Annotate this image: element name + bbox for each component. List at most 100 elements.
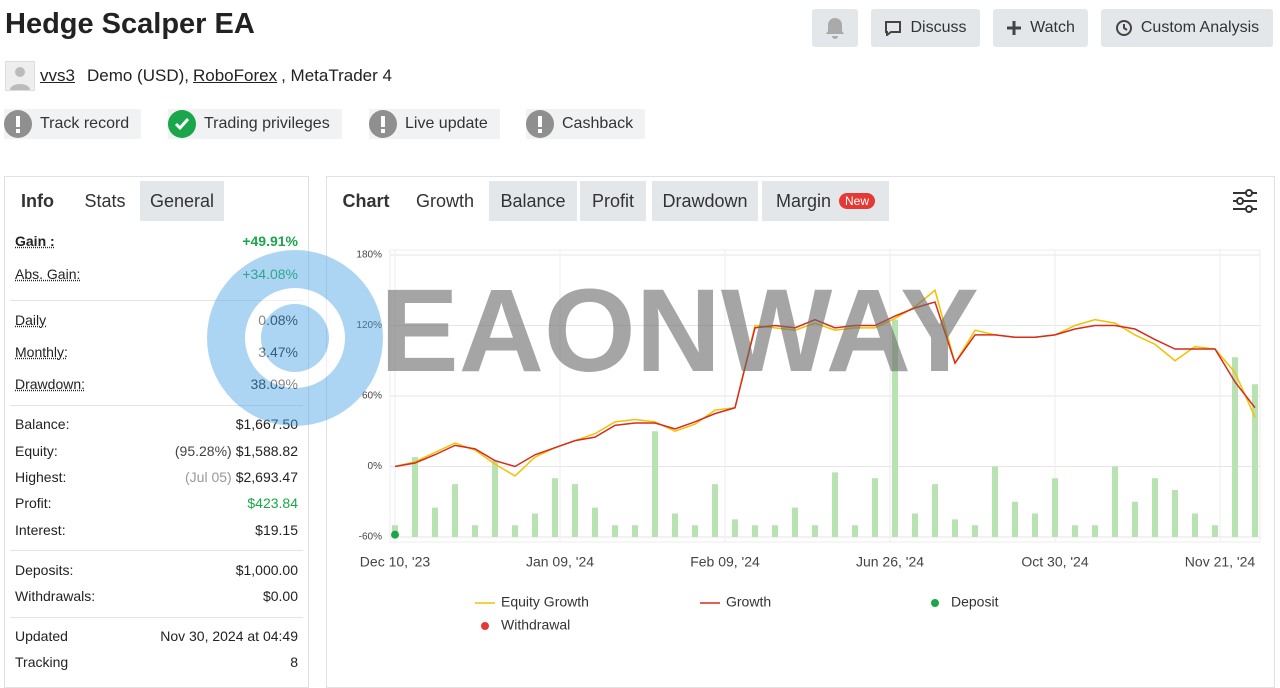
avatar — [5, 61, 35, 91]
stat-value-wrap: 8 — [290, 654, 298, 670]
stat-row: Profit: $423.84 — [15, 495, 298, 511]
label: Custom Analysis — [1141, 19, 1259, 37]
stat-value: $0.00 — [263, 588, 298, 604]
stat-value: 3.47% — [258, 344, 298, 360]
stat-value: $1,588.82 — [236, 443, 298, 459]
broker-link[interactable]: RoboForex — [193, 66, 277, 86]
tab[interactable]: General — [140, 181, 224, 221]
alert-icon — [4, 110, 32, 138]
stat-row: Withdrawals: $0.00 — [15, 588, 298, 604]
account-type: Demo (USD) — [87, 66, 184, 86]
page: Hedge Scalper EA Discuss Watch Custom An… — [0, 0, 1280, 678]
discuss-button[interactable]: Discuss — [871, 9, 980, 47]
stat-value-wrap: +34.08% — [242, 266, 298, 282]
badge-label: Live update — [405, 115, 488, 133]
icon — [884, 20, 902, 36]
stat-value-wrap: $423.84 — [247, 495, 298, 511]
settings-icon[interactable] — [1231, 187, 1259, 215]
tab[interactable]: Stats — [70, 181, 140, 221]
stat-label: Highest: — [15, 469, 66, 485]
stat-note: (95.28%) — [175, 443, 232, 459]
tab-label: Drawdown — [662, 191, 747, 212]
stat-row: Balance: $1,667.50 — [15, 416, 298, 432]
stat-row: Interest: $19.15 — [15, 522, 298, 538]
stat-value: $2,693.47 — [236, 469, 298, 485]
stat-row: Deposits: $1,000.00 — [15, 562, 298, 578]
badge: Trading privileges — [168, 109, 342, 139]
stat-label: Drawdown: — [15, 376, 85, 392]
stat-row: Updated Nov 30, 2024 at 04:49 — [15, 628, 298, 644]
stat-label: Interest: — [15, 522, 66, 538]
stat-value-wrap: 38.09% — [251, 376, 298, 392]
badge: Track record — [4, 109, 141, 139]
stat-note: (Jul 05) — [185, 469, 232, 485]
notify-button[interactable] — [812, 9, 858, 47]
tab[interactable]: Chart — [330, 181, 402, 221]
separator — [10, 617, 303, 618]
badge: Live update — [369, 109, 500, 139]
stat-value-wrap: 0.08% — [258, 312, 298, 328]
stat-row: Tracking 8 — [15, 654, 298, 670]
tab-label: Balance — [500, 191, 565, 212]
badge-label: Cashback — [562, 115, 633, 133]
title: Hedge Scalper EA — [5, 8, 255, 41]
stat-value: $1,000.00 — [236, 562, 298, 578]
stat-row: Equity: (95.28%) $1,588.82 — [15, 443, 298, 459]
tab-label: Profit — [592, 191, 634, 212]
separator — [10, 300, 303, 301]
stat-value-wrap: (Jul 05) $2,693.47 — [185, 469, 298, 485]
label: Watch — [1030, 19, 1075, 37]
stat-value-wrap: (95.28%) $1,588.82 — [175, 443, 298, 459]
icon — [1006, 20, 1022, 36]
stat-row: Drawdown: 38.09% — [15, 376, 298, 392]
stat-label: Updated — [15, 628, 68, 644]
stat-row: Highest: (Jul 05) $2,693.47 — [15, 469, 298, 485]
stat-value: 38.09% — [251, 376, 298, 392]
platform: , MetaTrader 4 — [281, 66, 392, 86]
stat-value-wrap: $1,667.50 — [236, 416, 298, 432]
stat-label: Monthly: — [15, 344, 68, 360]
tab[interactable]: Balance — [489, 181, 577, 221]
stat-row: Monthly: 3.47% — [15, 344, 298, 360]
comma: , — [184, 66, 189, 86]
stat-value: +49.91% — [242, 233, 298, 249]
stat-label: Gain : — [15, 233, 55, 249]
tab[interactable]: Growth — [404, 181, 486, 221]
stat-value-wrap: $1,000.00 — [236, 562, 298, 578]
alert-icon — [369, 110, 397, 138]
stat-value-wrap: 3.47% — [258, 344, 298, 360]
badge: Cashback — [526, 109, 645, 139]
stat-label: Tracking — [15, 654, 68, 670]
stat-row: Daily 0.08% — [15, 312, 298, 328]
tab-label: Chart — [342, 191, 389, 212]
chart-panel — [326, 176, 1275, 688]
stat-label: Withdrawals: — [15, 588, 95, 604]
tab[interactable]: Profit — [580, 181, 646, 221]
tab[interactable]: Drawdown — [652, 181, 758, 221]
stat-label: Daily — [15, 312, 46, 328]
watch-button[interactable]: Watch — [993, 9, 1088, 47]
tab[interactable]: Info — [5, 181, 70, 221]
bell-icon — [824, 16, 846, 40]
stat-value-wrap: $19.15 — [255, 522, 298, 538]
stat-value: $423.84 — [247, 495, 298, 511]
separator — [10, 550, 303, 551]
stat-value: 0.08% — [258, 312, 298, 328]
stat-label: Abs. Gain: — [15, 266, 80, 282]
check-icon — [168, 110, 196, 138]
badge-label: Track record — [40, 115, 129, 133]
user-link[interactable]: vvs3 — [40, 66, 75, 86]
stat-value: $1,667.50 — [236, 416, 298, 432]
new-badge: New — [839, 193, 875, 209]
stat-value-wrap: +49.91% — [242, 233, 298, 249]
tab-label: Margin — [776, 191, 831, 212]
alert-icon — [526, 110, 554, 138]
separator — [10, 405, 303, 406]
stat-row: Gain : +49.91% — [15, 233, 298, 249]
stat-label: Deposits: — [15, 562, 73, 578]
custom-analysis-button[interactable]: Custom Analysis — [1101, 9, 1273, 47]
icon — [1115, 19, 1133, 37]
stat-label: Balance: — [15, 416, 69, 432]
stat-value: $19.15 — [255, 522, 298, 538]
tab[interactable]: Margin New — [762, 181, 889, 221]
